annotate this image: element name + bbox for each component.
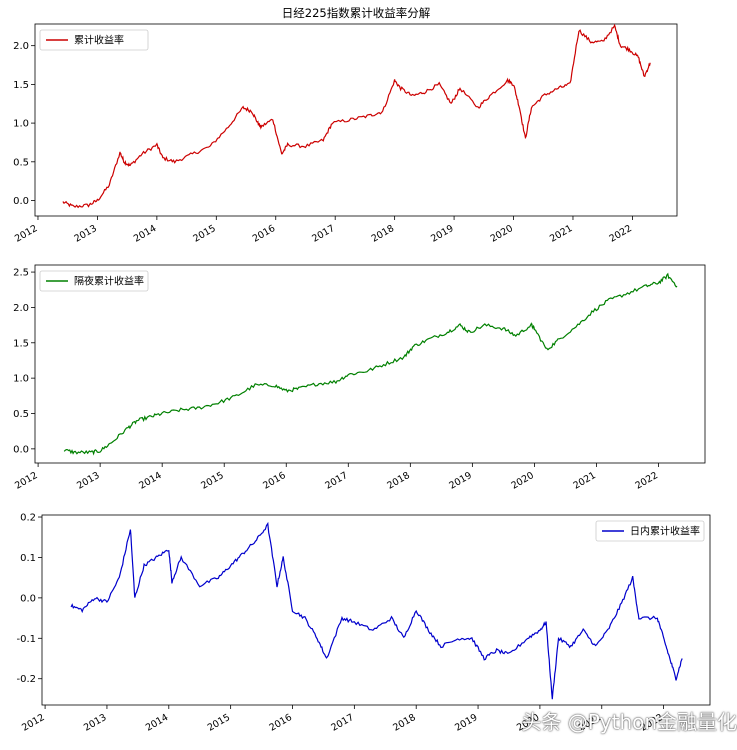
y-tick-label: 0.0: [13, 196, 29, 207]
subplot-3: 0.2 0.1 0.0 -0.1 -0.2 2012 2013 2014 2015 2016 201…: [16, 513, 711, 734]
x-tick-label: 2020: [509, 470, 535, 492]
y-tick-label: 1.0: [13, 119, 29, 130]
legend-label: 日内累计收益率: [630, 525, 700, 538]
x-tick-label: 2022: [634, 470, 660, 492]
axes-frame: [34, 23, 678, 217]
watermark: 头条 @Python金融量化: [515, 706, 737, 735]
y-tick-label: 2.0: [13, 303, 29, 314]
x-tick-label: 2014: [137, 470, 163, 492]
y-tick-label: 0.2: [20, 513, 36, 524]
legend-box: [595, 520, 705, 542]
legend: 日内累计收益率: [595, 520, 705, 542]
x-tick-label: 2013: [75, 470, 101, 492]
x-tick-label: 2015: [191, 223, 217, 245]
x-tick-label: 2013: [72, 223, 98, 245]
x-tick-label: 2012: [20, 712, 46, 734]
x-tick-label: 2018: [370, 223, 396, 245]
y-tick-label: 0.1: [20, 553, 36, 564]
x-tick-label: 2021: [548, 223, 574, 245]
y-tick-label: 0.5: [13, 409, 29, 420]
x-tick-label: 2021: [571, 470, 597, 492]
legend: 累计收益率: [39, 29, 149, 51]
x-tick-label: 2013: [82, 712, 108, 734]
x-tick-label: 2015: [199, 470, 225, 492]
series-line-2: [63, 272, 678, 456]
axes-frame: [34, 264, 706, 464]
y-tick-label: -0.2: [16, 674, 36, 685]
x-tick-label: 2014: [144, 712, 170, 734]
x-tick-label: 2017: [329, 712, 355, 734]
x-tick-label: 2012: [13, 470, 39, 492]
legend-box: [39, 29, 149, 51]
subplot-2: 0.0 0.5 1.0 1.5 2.0 2.5 2012 2013 2014 2015 2016 20…: [13, 264, 706, 492]
watermark-text: 头条 @Python金融量化: [521, 710, 737, 734]
y-tick-label: 0.5: [13, 157, 29, 168]
x-tick-label: 2018: [391, 712, 417, 734]
y-tick-label: 1.5: [13, 80, 29, 91]
y-tick-label: 0.0: [13, 444, 29, 455]
y-tick-label: -0.1: [16, 634, 36, 645]
x-tick-label: 2016: [251, 223, 277, 245]
x-tick-label: 2019: [429, 223, 455, 245]
x-tick-label: 2016: [268, 712, 294, 734]
x-tick-label: 2019: [453, 712, 479, 734]
series-line-1: [62, 24, 651, 209]
x-tick-label: 2020: [489, 223, 515, 245]
x-tick-label: 2015: [206, 712, 232, 734]
legend-box: [39, 270, 149, 292]
axes-frame: [41, 514, 711, 706]
x-tick-label: 2012: [13, 223, 39, 245]
legend-label: 隔夜累计收益率: [74, 275, 144, 288]
x-tick-label: 2022: [607, 223, 633, 245]
y-tick-label: 2.5: [13, 268, 29, 279]
x-tick-label: 2014: [132, 223, 158, 245]
x-tick-label: 2016: [261, 470, 287, 492]
series-line-3: [70, 521, 683, 700]
y-tick-label: 0.0: [20, 593, 36, 604]
subplot-1: 0.0 0.5 1.0 1.5 2.0 2012 2013 2014 2015 2016 2017 2…: [13, 6, 678, 245]
y-tick-label: 2.0: [13, 41, 29, 52]
x-tick-label: 2017: [323, 470, 349, 492]
y-tick-label: 1.0: [13, 374, 29, 385]
legend: 隔夜累计收益率: [39, 270, 149, 292]
x-tick-label: 2017: [310, 223, 336, 245]
x-tick-label: 2018: [385, 470, 411, 492]
y-tick-label: 1.5: [13, 338, 29, 349]
x-tick-label: 2019: [447, 470, 473, 492]
chart-title: 日经225指数累计收益率分解: [282, 6, 431, 20]
legend-label: 累计收益率: [74, 34, 124, 47]
